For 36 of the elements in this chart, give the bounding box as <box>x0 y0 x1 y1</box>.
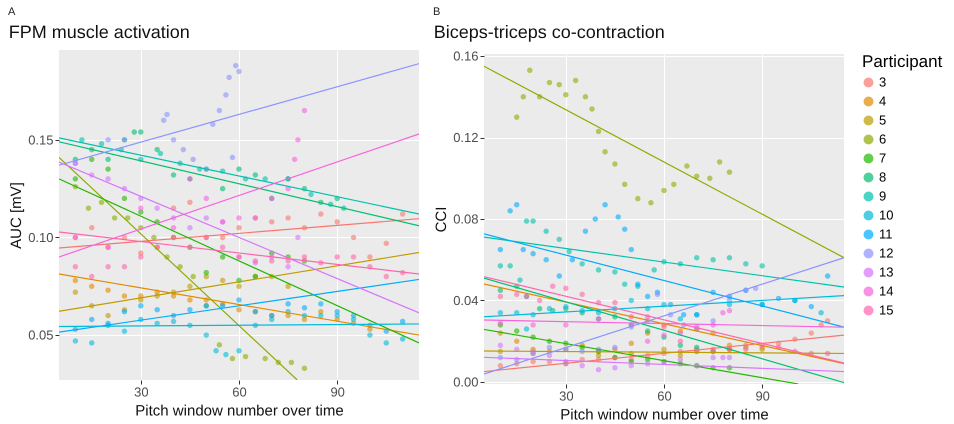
text: A <box>8 6 16 18</box>
x-tick-label: 90 <box>755 388 770 404</box>
y-tick-label: 0.15 <box>28 132 54 148</box>
y-tick-label: 0.12 <box>453 130 478 146</box>
legend-label: 3 <box>879 74 886 90</box>
y-axis-title: CCI <box>433 206 450 232</box>
x-tick-label: 30 <box>134 384 149 400</box>
x-tick-label: 30 <box>559 388 574 404</box>
y-tick-label: 0.05 <box>28 328 54 343</box>
y-axis-title: AUC [mV] <box>8 182 26 249</box>
legend-label: 5 <box>879 112 886 128</box>
y-tick-label: 0.10 <box>28 230 54 245</box>
legend-label: 7 <box>879 150 886 166</box>
legend-label: 14 <box>879 284 894 298</box>
x-tick-label: 90 <box>330 384 345 400</box>
legend-label: 6 <box>879 132 886 146</box>
x-axis-title: Pitch window number over time <box>135 402 344 420</box>
x-tick-label: 60 <box>657 388 672 404</box>
y-tick-label: 0.08 <box>453 212 478 226</box>
legend-label: 9 <box>879 188 886 204</box>
chart-title: FPM muscle activation <box>8 22 190 42</box>
x-axis-title: Pitch window number over time <box>560 406 769 424</box>
y-tick-label: 0.16 <box>453 48 478 64</box>
chart-title: Biceps-triceps co-contraction <box>434 22 665 42</box>
legend-label: 15 <box>879 302 894 318</box>
legend-label: 10 <box>879 208 894 222</box>
legend-label: 12 <box>879 246 894 260</box>
y-tick-label: 0.00 <box>453 374 478 390</box>
legend-label: 11 <box>879 226 892 242</box>
y-tick-label: 0.04 <box>453 292 478 308</box>
legend-label: 8 <box>879 170 886 184</box>
legend-title: Participant <box>862 52 943 71</box>
x-tick-label: 60 <box>232 384 247 400</box>
legend-label: 13 <box>879 264 894 280</box>
legend-label: 4 <box>879 94 886 108</box>
text: B <box>433 6 440 18</box>
